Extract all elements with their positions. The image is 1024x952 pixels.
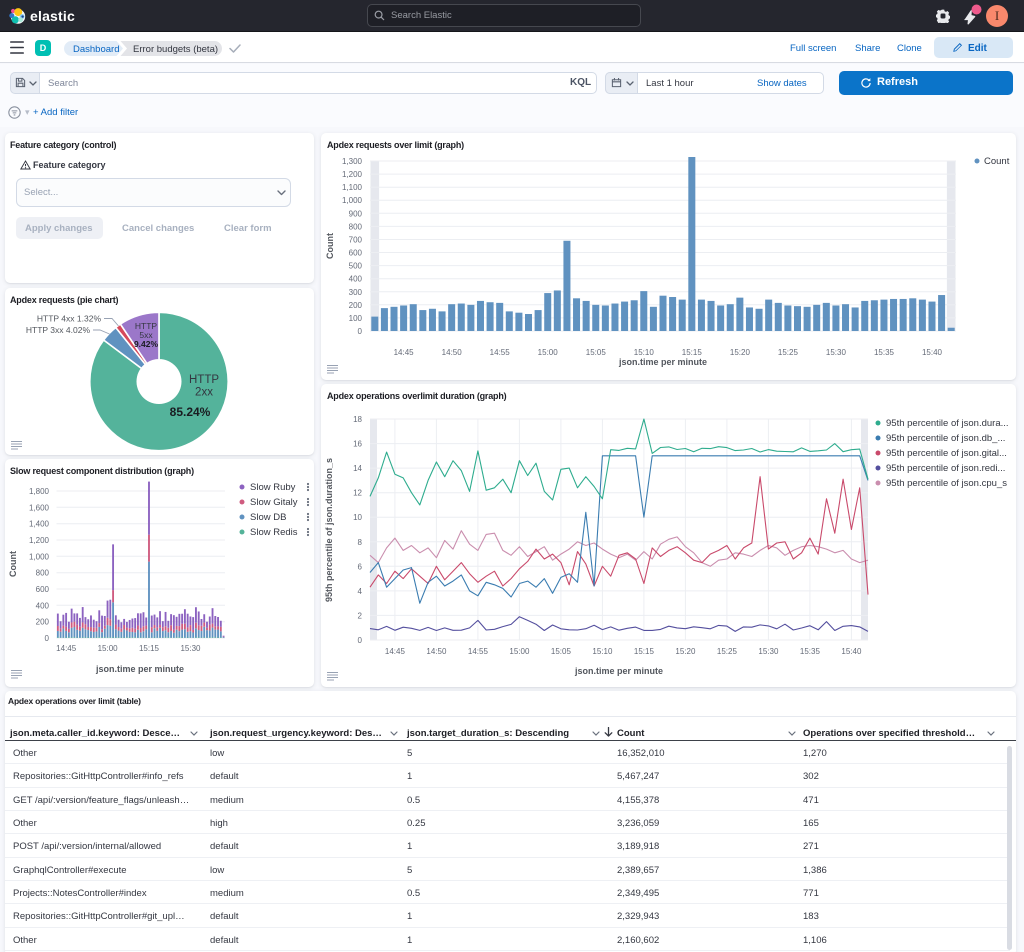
svg-text:Count: Count [8, 551, 18, 577]
svg-text:1,000: 1,000 [342, 196, 363, 205]
svg-text:15:25: 15:25 [717, 647, 738, 656]
svg-text:900: 900 [349, 209, 363, 218]
svg-text:200: 200 [36, 618, 50, 627]
svg-text:Count: Count [984, 156, 1010, 167]
svg-text:15:40: 15:40 [922, 348, 943, 357]
svg-text:2: 2 [358, 611, 363, 620]
svg-text:18: 18 [353, 415, 362, 424]
svg-text:5xx: 5xx [139, 330, 153, 340]
svg-text:1,000: 1,000 [29, 552, 50, 561]
svg-text:15:35: 15:35 [800, 647, 821, 656]
svg-text:14:45: 14:45 [56, 644, 77, 653]
svg-text:15:00: 15:00 [509, 647, 530, 656]
svg-text:85.24%: 85.24% [170, 405, 211, 419]
svg-text:14:50: 14:50 [426, 647, 447, 656]
svg-text:Error budgets (beta): Error budgets (beta) [133, 44, 218, 55]
svg-text:15:05: 15:05 [551, 647, 572, 656]
svg-text:9.42%: 9.42% [134, 339, 159, 349]
svg-text:15:25: 15:25 [778, 348, 799, 357]
svg-text:0: 0 [358, 327, 363, 336]
svg-text:1,100: 1,100 [342, 183, 363, 192]
svg-text:Dashboard: Dashboard [73, 44, 119, 55]
svg-text:Count: Count [325, 233, 335, 259]
svg-text:1,600: 1,600 [29, 503, 50, 512]
svg-text:500: 500 [349, 262, 363, 271]
svg-text:15:30: 15:30 [758, 647, 779, 656]
svg-text:95th percentile of json.redi..: 95th percentile of json.redi... [886, 463, 1005, 474]
svg-text:Slow DB: Slow DB [250, 512, 286, 523]
svg-text:100: 100 [349, 314, 363, 323]
svg-text:14:50: 14:50 [442, 348, 463, 357]
svg-text:16: 16 [353, 440, 362, 449]
svg-text:12: 12 [353, 489, 362, 498]
svg-text:14:55: 14:55 [490, 348, 511, 357]
svg-text:600: 600 [349, 249, 363, 258]
svg-text:15:40: 15:40 [841, 647, 862, 656]
svg-text:1,400: 1,400 [29, 520, 50, 529]
svg-text:95th percentile of json.dura..: 95th percentile of json.dura... [886, 418, 1009, 429]
svg-text:0: 0 [358, 636, 363, 645]
svg-text:15:30: 15:30 [180, 644, 201, 653]
svg-text:0: 0 [45, 634, 50, 643]
svg-text:2xx: 2xx [195, 387, 213, 399]
svg-text:Slow Ruby: Slow Ruby [250, 482, 296, 493]
svg-text:14:45: 14:45 [385, 647, 406, 656]
svg-text:95th percentile of json.cpu_s: 95th percentile of json.cpu_s [886, 478, 1007, 489]
svg-text:15:15: 15:15 [139, 644, 160, 653]
svg-text:json.time per minute: json.time per minute [618, 357, 707, 367]
svg-text:95th percentile of json.durati: 95th percentile of json.duration_s [324, 458, 334, 602]
svg-text:HTTP: HTTP [189, 374, 219, 386]
svg-text:200: 200 [349, 301, 363, 310]
svg-text:8: 8 [358, 538, 363, 547]
svg-text:15:10: 15:10 [634, 348, 655, 357]
svg-text:Slow Redis: Slow Redis [250, 527, 298, 538]
svg-text:HTTP 3xx 4.02%: HTTP 3xx 4.02% [26, 325, 91, 335]
svg-text:4: 4 [358, 587, 363, 596]
svg-text:14: 14 [353, 464, 362, 473]
svg-text:15:35: 15:35 [874, 348, 895, 357]
svg-text:HTTP: HTTP [135, 321, 158, 331]
svg-text:800: 800 [36, 569, 50, 578]
svg-text:400: 400 [349, 275, 363, 284]
svg-text:json.time per minute: json.time per minute [574, 666, 663, 676]
svg-text:Slow Gitaly: Slow Gitaly [250, 497, 298, 508]
svg-text:1,200: 1,200 [29, 536, 50, 545]
svg-text:14:55: 14:55 [468, 647, 489, 656]
svg-text:300: 300 [349, 288, 363, 297]
svg-text:95th percentile of json.gital.: 95th percentile of json.gital... [886, 448, 1007, 459]
svg-text:15:00: 15:00 [98, 644, 119, 653]
svg-text:15:20: 15:20 [675, 647, 696, 656]
svg-text:800: 800 [349, 222, 363, 231]
svg-text:15:15: 15:15 [634, 647, 655, 656]
svg-text:700: 700 [349, 236, 363, 245]
svg-text:1,200: 1,200 [342, 170, 363, 179]
svg-text:400: 400 [36, 601, 50, 610]
svg-text:95th percentile of json.db_...: 95th percentile of json.db_... [886, 433, 1005, 444]
svg-text:600: 600 [36, 585, 50, 594]
svg-text:15:10: 15:10 [592, 647, 613, 656]
svg-text:6: 6 [358, 562, 363, 571]
svg-text:HTTP 4xx 1.32%: HTTP 4xx 1.32% [37, 314, 102, 324]
svg-text:15:30: 15:30 [826, 348, 847, 357]
svg-text:1,300: 1,300 [342, 157, 363, 166]
svg-text:15:20: 15:20 [730, 348, 751, 357]
svg-text:15:00: 15:00 [538, 348, 559, 357]
svg-text:json.time per minute: json.time per minute [95, 664, 184, 674]
svg-text:15:05: 15:05 [586, 348, 607, 357]
svg-text:14:45: 14:45 [394, 348, 415, 357]
svg-text:10: 10 [353, 513, 362, 522]
svg-text:15:15: 15:15 [682, 348, 703, 357]
svg-text:1,800: 1,800 [29, 487, 50, 496]
